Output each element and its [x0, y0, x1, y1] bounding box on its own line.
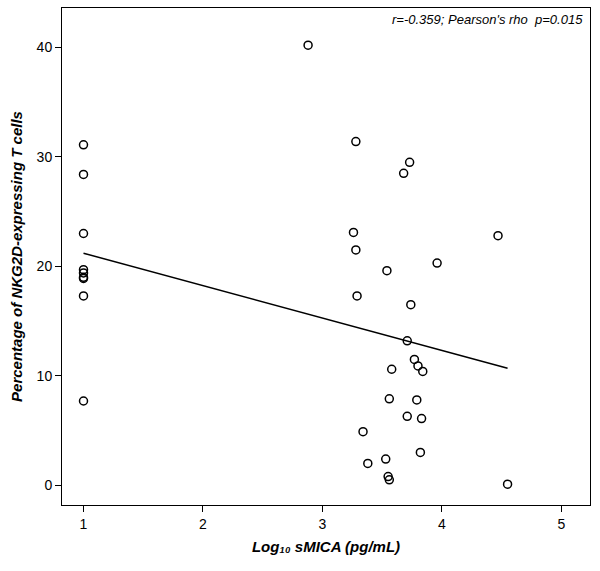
svg-text:2: 2: [199, 516, 207, 532]
svg-text:1: 1: [80, 516, 88, 532]
svg-text:r=-0.359; Pearson's rho p=0.0: r=-0.359; Pearson's rho p=0.015: [392, 12, 583, 27]
svg-text:3: 3: [319, 516, 327, 532]
svg-text:0: 0: [44, 477, 52, 493]
svg-text:4: 4: [438, 516, 446, 532]
svg-text:20: 20: [37, 258, 53, 274]
svg-text:Log₁₀ sMICA (pg/mL): Log₁₀ sMICA (pg/mL): [252, 538, 400, 555]
svg-text:5: 5: [557, 516, 565, 532]
svg-text:40: 40: [37, 39, 53, 55]
svg-text:10: 10: [37, 368, 53, 384]
svg-text:Percentage of NKG2D-expressing: Percentage of NKG2D-expressing T cells: [8, 111, 25, 402]
svg-text:30: 30: [37, 149, 53, 165]
